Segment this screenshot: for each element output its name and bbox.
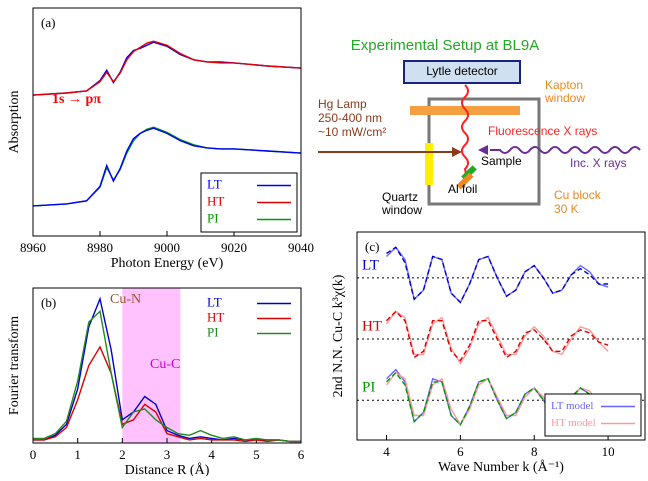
x-tick-label: 1 — [74, 447, 81, 462]
annotation: Cu-N — [110, 292, 141, 307]
legend-label: LT model — [551, 400, 593, 412]
panel-label: (c) — [365, 239, 379, 254]
x-tick-label: 2 — [119, 447, 126, 462]
kapton-label: Kapton — [545, 78, 583, 92]
x-tick-label: 4 — [383, 444, 390, 459]
plot-frame — [356, 231, 646, 441]
y-axis-label: Absorption — [7, 91, 22, 154]
series-line — [32, 127, 302, 207]
x-axis-label: Distance R (Å) — [125, 462, 210, 476]
group-label: HT — [362, 318, 382, 334]
incident-ray — [490, 146, 641, 154]
quartz-label: Quartz — [382, 190, 418, 204]
x-tick-label: 3 — [164, 447, 171, 462]
group-label: LT — [362, 257, 379, 273]
x-tick-label: 8960 — [20, 240, 46, 255]
panel-label: (b) — [41, 295, 56, 310]
y-axis-label: 2nd N.N. Cu-C k³χ(k) — [331, 274, 346, 397]
x-tick-label: 0 — [30, 447, 37, 462]
x-tick-label: 9000 — [154, 240, 180, 255]
arrow-head — [478, 145, 488, 155]
series-line — [386, 310, 609, 362]
panel-label: (a) — [41, 15, 55, 30]
legend-label: HT model — [551, 417, 596, 429]
series-line — [33, 309, 301, 443]
series-line — [32, 40, 302, 96]
arrow-head — [452, 147, 462, 157]
y-axis-label: Fourier transform — [7, 316, 22, 415]
incident-label: Inc. X rays — [570, 156, 627, 170]
block-label: 30 K — [554, 202, 579, 216]
legend-label: PI — [207, 324, 219, 339]
x-axis-label: Photon Energy (eV) — [111, 256, 224, 271]
x-tick-label: 4 — [208, 447, 215, 462]
lamp-label: ~10 mW/cm² — [318, 125, 386, 139]
series-line — [385, 310, 609, 365]
legend-label: PI — [207, 210, 219, 225]
lamp-label: 250-400 nm — [318, 111, 382, 125]
fluorescence-ray — [461, 84, 469, 180]
foil-label: Al foil — [448, 182, 477, 196]
plot-frame — [32, 287, 302, 444]
fluorescence-label: Fluorescence X rays — [488, 124, 597, 138]
kapton-window — [410, 106, 520, 115]
setup-diagram: Experimental Setup at BL9A Lytle detecto… — [318, 37, 641, 217]
legend-box — [544, 393, 642, 437]
x-tick-label: 5 — [253, 447, 260, 462]
sample-label: Sample — [481, 154, 522, 168]
diagram-title: Experimental Setup at BL9A — [351, 37, 539, 54]
x-tick-label: 9020 — [221, 240, 247, 255]
x-axis-label: Wave Number k (Å⁻¹) — [438, 459, 564, 475]
detector-label: Lytle detector — [426, 64, 498, 78]
series-line — [32, 41, 302, 96]
legend-label: HT — [207, 309, 224, 324]
detector-box — [403, 60, 521, 84]
x-tick-label: 9040 — [288, 240, 314, 255]
block-label: Cu block — [554, 188, 602, 202]
legend-label: LT — [207, 176, 222, 191]
x-tick-label: 6 — [457, 444, 464, 459]
quartz-label: window — [381, 203, 422, 217]
legend-label: LT — [207, 294, 222, 309]
lamp-label: Hg Lamp — [318, 97, 367, 111]
shaded-region — [122, 288, 181, 443]
x-tick-label: 6 — [298, 447, 305, 462]
x-tick-label: 10 — [602, 444, 615, 459]
group-label: PI — [362, 380, 375, 396]
cu-block — [456, 172, 474, 190]
quartz-window — [425, 143, 433, 185]
legend-label: HT — [207, 193, 224, 208]
series-line — [386, 246, 609, 304]
series-line — [33, 345, 301, 443]
x-tick-label: 8980 — [87, 240, 113, 255]
plot-frame — [32, 7, 302, 237]
kapton-label: window — [544, 91, 585, 105]
x-tick-label: 8 — [531, 444, 538, 459]
annotation: Cu-C — [150, 357, 180, 372]
annotation: 1s → pπ — [52, 92, 101, 107]
